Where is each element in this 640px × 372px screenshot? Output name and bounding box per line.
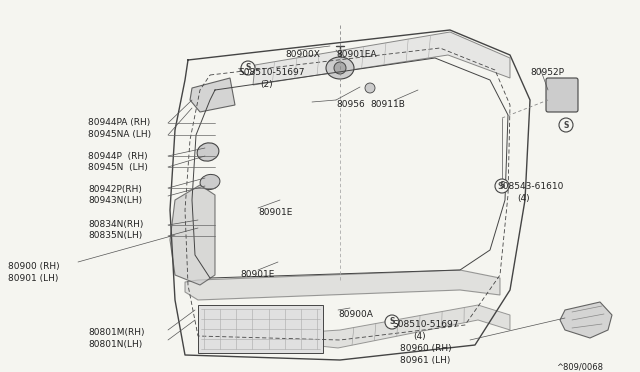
Bar <box>198 305 323 353</box>
Circle shape <box>559 118 573 132</box>
Circle shape <box>241 61 255 75</box>
Text: S08543-61610: S08543-61610 <box>497 182 563 191</box>
Text: 80943N(LH): 80943N(LH) <box>88 196 142 205</box>
Circle shape <box>334 62 346 74</box>
Text: S: S <box>245 64 251 73</box>
Text: 80960 (RH): 80960 (RH) <box>400 344 452 353</box>
Text: S: S <box>389 317 395 327</box>
Text: 80961 (LH): 80961 (LH) <box>400 356 451 365</box>
Text: 80944PA (RH): 80944PA (RH) <box>88 118 150 127</box>
Circle shape <box>385 315 399 329</box>
Text: (4): (4) <box>413 332 426 341</box>
Text: 80945N  (LH): 80945N (LH) <box>88 163 148 172</box>
Text: 80901 (LH): 80901 (LH) <box>8 274 58 283</box>
Text: ^809/0068: ^809/0068 <box>556 362 603 371</box>
Text: 80900X: 80900X <box>285 50 320 59</box>
Text: 80911B: 80911B <box>370 100 405 109</box>
Polygon shape <box>310 305 510 348</box>
Ellipse shape <box>200 174 220 190</box>
Text: 80835N(LH): 80835N(LH) <box>88 231 142 240</box>
Text: 80801N(LH): 80801N(LH) <box>88 340 142 349</box>
Text: 80900A: 80900A <box>338 310 373 319</box>
Text: 80834N(RH): 80834N(RH) <box>88 220 143 229</box>
Text: 80944P  (RH): 80944P (RH) <box>88 152 148 161</box>
Text: 80942P(RH): 80942P(RH) <box>88 185 142 194</box>
Text: 80801M(RH): 80801M(RH) <box>88 328 145 337</box>
Text: 80952P: 80952P <box>530 68 564 77</box>
Text: S: S <box>563 121 569 129</box>
Text: S: S <box>499 182 505 190</box>
Polygon shape <box>190 78 235 112</box>
Text: 80956: 80956 <box>336 100 365 109</box>
Text: S08510-51697: S08510-51697 <box>238 68 305 77</box>
Text: 80900 (RH): 80900 (RH) <box>8 262 60 271</box>
Text: (2): (2) <box>260 80 273 89</box>
Circle shape <box>495 179 509 193</box>
Ellipse shape <box>197 143 219 161</box>
Ellipse shape <box>326 57 354 79</box>
Polygon shape <box>185 270 500 300</box>
Text: S08510-51697: S08510-51697 <box>392 320 458 329</box>
Text: 80901E: 80901E <box>258 208 292 217</box>
Polygon shape <box>170 185 215 285</box>
Polygon shape <box>560 302 612 338</box>
Text: (4): (4) <box>517 194 530 203</box>
Text: 80901E: 80901E <box>240 270 275 279</box>
Polygon shape <box>253 32 510 85</box>
Text: 80945NA (LH): 80945NA (LH) <box>88 130 151 139</box>
Text: 80901EA: 80901EA <box>336 50 376 59</box>
FancyBboxPatch shape <box>546 78 578 112</box>
Circle shape <box>365 83 375 93</box>
